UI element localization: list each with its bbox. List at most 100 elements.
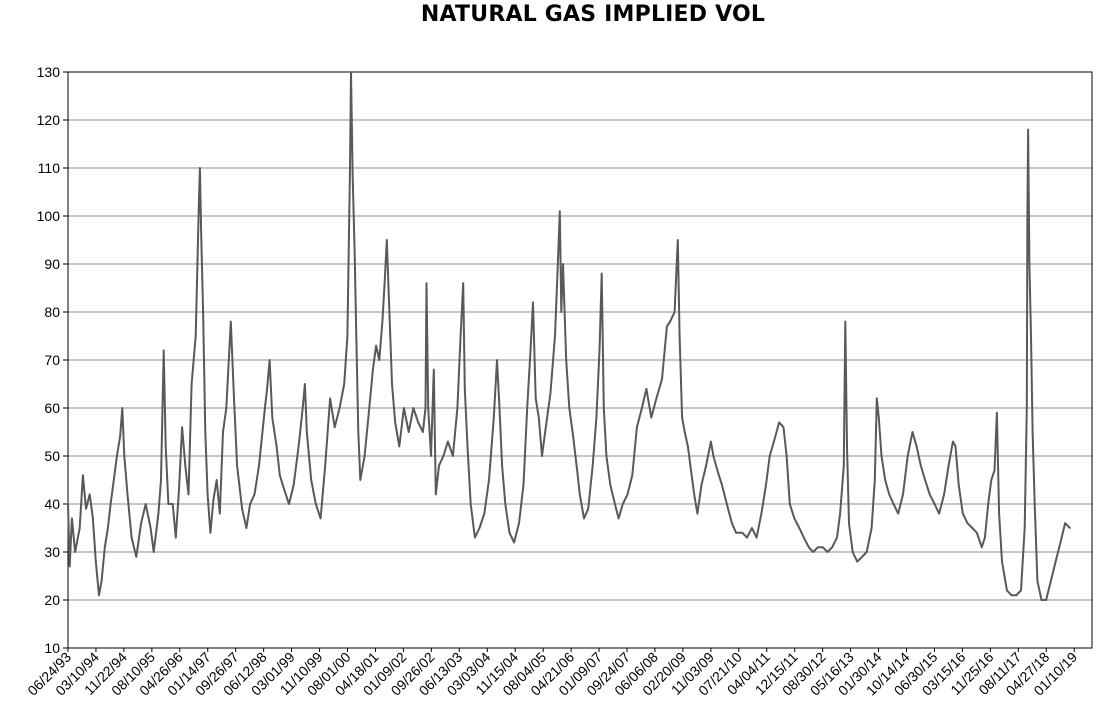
data-point bbox=[782, 426, 785, 429]
data-point bbox=[957, 484, 960, 486]
data-point bbox=[557, 253, 559, 256]
data-point bbox=[1033, 503, 1036, 505]
data-point bbox=[721, 484, 723, 486]
data-point bbox=[1020, 589, 1022, 592]
data-point bbox=[329, 397, 331, 400]
data-point bbox=[88, 493, 91, 496]
data-point bbox=[1026, 407, 1028, 409]
data-point bbox=[798, 527, 801, 529]
data-point bbox=[288, 503, 290, 505]
data-point bbox=[425, 282, 428, 285]
data-point bbox=[587, 508, 589, 510]
data-point bbox=[876, 397, 878, 400]
data-point bbox=[306, 431, 308, 433]
data-point bbox=[268, 359, 271, 361]
data-point bbox=[987, 503, 989, 505]
data-point bbox=[459, 335, 462, 337]
x-axis: 06/24/9303/10/9411/22/9408/10/9504/26/96… bbox=[24, 648, 1080, 699]
data-point bbox=[844, 320, 847, 323]
data-point bbox=[1054, 560, 1057, 563]
data-point bbox=[741, 532, 744, 534]
data-point bbox=[109, 503, 112, 505]
data-point bbox=[167, 503, 170, 505]
y-tick-label: 90 bbox=[44, 256, 60, 272]
data-point bbox=[222, 431, 224, 433]
data-point bbox=[200, 229, 202, 232]
data-point bbox=[1036, 580, 1039, 582]
data-point bbox=[236, 464, 238, 467]
data-point bbox=[351, 176, 354, 179]
data-point bbox=[258, 464, 260, 467]
data-point bbox=[545, 426, 547, 429]
data-point bbox=[710, 440, 712, 443]
data-point bbox=[690, 469, 692, 472]
data-point bbox=[152, 551, 155, 553]
data-point bbox=[372, 368, 374, 371]
y-tick-label: 110 bbox=[38, 160, 61, 176]
data-point bbox=[266, 388, 268, 390]
data-point bbox=[144, 503, 147, 505]
data-point bbox=[609, 484, 612, 486]
data-point bbox=[534, 397, 537, 400]
data-point bbox=[383, 282, 386, 285]
data-point bbox=[562, 263, 564, 265]
data-point bbox=[496, 359, 498, 361]
data-point bbox=[398, 445, 401, 448]
data-point bbox=[1023, 527, 1026, 529]
data-point bbox=[368, 412, 370, 414]
y-tick-label: 120 bbox=[37, 112, 61, 128]
data-point bbox=[793, 517, 796, 520]
data-point bbox=[990, 479, 993, 481]
y-tick-label: 20 bbox=[44, 592, 60, 608]
data-point bbox=[880, 455, 883, 457]
data-point bbox=[614, 503, 616, 505]
data-point bbox=[92, 517, 94, 520]
data-point bbox=[575, 464, 578, 467]
data-point bbox=[1050, 580, 1052, 582]
data-point bbox=[522, 484, 525, 486]
data-point bbox=[568, 407, 571, 409]
data-point bbox=[598, 349, 601, 352]
data-point bbox=[785, 455, 788, 457]
data-point bbox=[826, 551, 829, 553]
data-point bbox=[107, 527, 109, 529]
data-point bbox=[865, 551, 868, 553]
data-point bbox=[427, 407, 430, 409]
data-point bbox=[778, 421, 780, 424]
data-point bbox=[735, 532, 737, 534]
data-point bbox=[249, 503, 251, 505]
data-point bbox=[403, 407, 405, 409]
data-point bbox=[870, 527, 873, 529]
data-point bbox=[808, 546, 810, 548]
data-point bbox=[478, 527, 481, 529]
data-point bbox=[731, 522, 733, 524]
data-point bbox=[559, 210, 561, 212]
data-point bbox=[100, 580, 103, 582]
data-point bbox=[560, 311, 563, 313]
data-point bbox=[631, 474, 634, 477]
data-point bbox=[375, 344, 377, 347]
data-point bbox=[164, 445, 167, 448]
data-point bbox=[498, 407, 501, 409]
data-point bbox=[297, 445, 300, 448]
data-point bbox=[175, 536, 177, 539]
y-tick-label: 80 bbox=[44, 304, 60, 320]
data-point bbox=[501, 464, 503, 467]
data-point bbox=[315, 503, 317, 505]
data-point bbox=[190, 383, 193, 385]
data-point bbox=[422, 431, 424, 433]
data-point bbox=[209, 532, 212, 534]
data-point bbox=[554, 335, 556, 337]
data-point bbox=[920, 464, 922, 467]
data-point bbox=[338, 407, 341, 409]
data-point bbox=[768, 455, 771, 457]
data-point bbox=[933, 503, 936, 505]
data-point bbox=[504, 503, 507, 505]
data-point bbox=[391, 383, 393, 385]
plot-area-frame bbox=[67, 71, 1093, 649]
data-point bbox=[381, 320, 384, 323]
series-layer bbox=[67, 71, 1071, 601]
data-point bbox=[746, 536, 748, 539]
data-point bbox=[310, 479, 313, 481]
data-point bbox=[433, 368, 435, 371]
